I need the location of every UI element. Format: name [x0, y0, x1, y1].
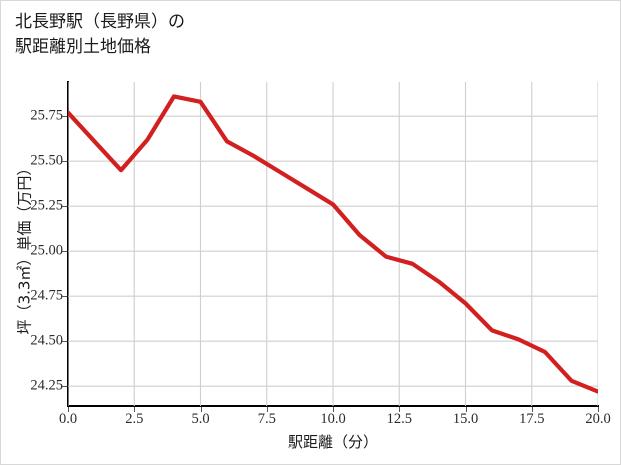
x-tick-mark — [266, 407, 268, 412]
x-tick-mark — [68, 407, 69, 412]
x-tick-label: 20.0 — [585, 411, 611, 427]
x-tick-mark — [200, 407, 202, 412]
data-line-series — [68, 94, 598, 394]
plot-area — [68, 82, 598, 406]
y-tick-mark — [62, 206, 67, 208]
x-axis-spine — [67, 405, 599, 407]
x-tick-label: 12.5 — [386, 411, 412, 427]
y-tick-mark — [62, 251, 67, 253]
y-tick-mark — [62, 341, 67, 343]
x-tick-mark — [134, 407, 136, 412]
x-tick-label: 5.0 — [191, 411, 210, 427]
x-tick-mark — [465, 407, 467, 412]
chart-title: 北長野駅（長野県）の 駅距離別土地価格 — [15, 12, 185, 57]
y-tick-label: 25.50 — [30, 152, 63, 169]
y-tick-label: 25.00 — [30, 242, 63, 259]
y-tick-mark — [62, 161, 67, 163]
y-tick-label: 25.75 — [30, 107, 63, 124]
y-tick-label: 24.75 — [30, 287, 63, 304]
x-tick-mark — [333, 407, 334, 412]
y-axis-tick-labels: 24.25 24.50 24.75 25.00 25.25 25.50 25.75 — [1, 1, 67, 466]
x-tick-mark — [598, 407, 599, 412]
y-tick-mark — [62, 116, 67, 118]
x-tick-mark — [399, 407, 401, 412]
x-tick-label: 7.5 — [257, 411, 276, 427]
y-tick-mark — [62, 296, 67, 298]
x-tick-label: 10.0 — [320, 411, 346, 427]
x-tick-label: 17.5 — [519, 411, 545, 427]
x-tick-label: 0.0 — [58, 411, 78, 427]
y-tick-label: 25.25 — [30, 197, 63, 214]
x-axis-title: 駅距離（分） — [287, 433, 378, 451]
x-tick-mark — [531, 407, 533, 412]
y-tick-label: 24.50 — [30, 332, 63, 349]
y-tick-mark — [62, 386, 67, 388]
x-tick-label: 15.0 — [452, 411, 479, 427]
y-tick-label: 24.25 — [30, 377, 63, 394]
y-axis-title: 坪（3.3㎡）単価（万円） — [15, 160, 34, 335]
x-tick-label: 2.5 — [125, 411, 144, 427]
